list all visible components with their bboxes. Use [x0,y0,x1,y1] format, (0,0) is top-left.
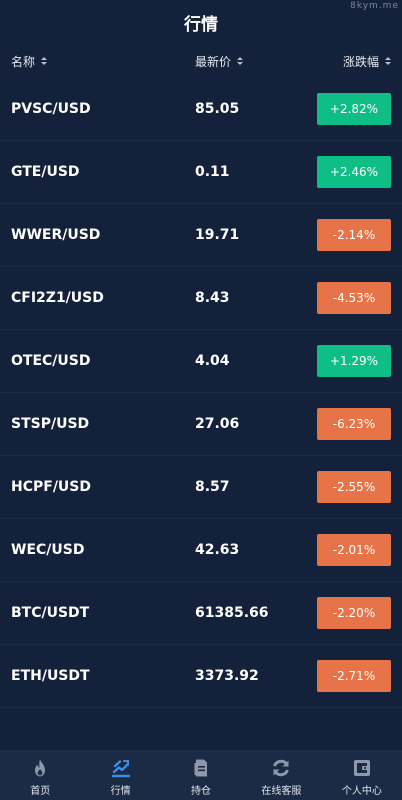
column-change-label: 涨跌幅 [342,54,379,69]
last-price: 0.11 [195,164,230,180]
tab-support[interactable]: 在线客服 [241,750,321,800]
symbol: OTEC/USD [11,353,91,369]
symbol: GTE/USD [11,164,80,180]
page-title: 行情 [184,14,218,35]
sort-icon [237,57,244,65]
last-price: 4.04 [195,353,230,369]
column-name-label: 名称 [11,54,36,69]
last-price: 8.57 [195,479,230,495]
document-icon [191,758,211,778]
last-price: 8.43 [195,290,230,306]
last-price: 27.06 [195,416,240,432]
market-row[interactable]: ETH/USDT 3373.92 -2.71% [0,645,402,708]
last-price: 85.05 [195,101,240,117]
change-badge: -2.71% [317,660,391,692]
column-price-label: 最新价 [195,54,232,69]
watermark: 8kym.me [350,1,399,11]
tab-label: 持仓 [191,786,212,797]
refresh-icon [271,758,291,778]
tab-home[interactable]: 首页 [0,750,80,800]
change-badge: -6.23% [317,408,391,440]
column-header: 名称 最新价 涨跌幅 [0,44,402,78]
tab-positions[interactable]: 持仓 [161,750,241,800]
last-price: 19.71 [195,227,240,243]
symbol: CFI2Z1/USD [11,290,104,306]
page-header: 行情 [0,0,402,44]
change-badge: +2.82% [317,93,391,125]
symbol: WEC/USD [11,542,85,558]
tab-market[interactable]: 行情 [80,750,160,800]
market-row[interactable]: WWER/USD 19.71 -2.14% [0,204,402,267]
tab-label: 首页 [30,786,51,797]
market-row[interactable]: HCPF/USD 8.57 -2.55% [0,456,402,519]
sort-by-change[interactable]: 涨跌幅 [305,53,391,70]
sort-icon [385,57,391,65]
symbol: STSP/USD [11,416,90,432]
change-badge: -2.20% [317,597,391,629]
market-row[interactable]: PVSC/USD 85.05 +2.82% [0,78,402,141]
last-price: 42.63 [195,542,240,558]
market-row[interactable]: STSP/USD 27.06 -6.23% [0,393,402,456]
sort-by-name[interactable]: 名称 [11,53,195,70]
change-badge: +1.29% [317,345,391,377]
symbol: BTC/USDT [11,605,90,621]
sort-icon [41,57,48,65]
change-badge: -2.55% [317,471,391,503]
market-list: PVSC/USD 85.05 +2.82% GTE/USD 0.11 +2.46… [0,78,402,708]
fire-icon [30,758,50,778]
last-price: 61385.66 [195,605,269,621]
tab-label: 个人中心 [341,786,382,797]
last-price: 3373.92 [195,668,259,684]
tab-profile[interactable]: 个人中心 [322,750,402,800]
symbol: PVSC/USD [11,101,91,117]
tab-label: 行情 [110,786,131,797]
market-row[interactable]: WEC/USD 42.63 -2.01% [0,519,402,582]
change-badge: -2.01% [317,534,391,566]
change-badge: +2.46% [317,156,391,188]
symbol: ETH/USDT [11,668,90,684]
change-badge: -2.14% [317,219,391,251]
market-row[interactable]: BTC/USDT 61385.66 -2.20% [0,582,402,645]
sort-by-price[interactable]: 最新价 [195,53,305,70]
market-chart-icon [111,758,131,778]
market-row[interactable]: OTEC/USD 4.04 +1.29% [0,330,402,393]
market-row[interactable]: CFI2Z1/USD 8.43 -4.53% [0,267,402,330]
bottom-tab-bar: 首页 行情 持仓 在线客服 个人中心 [0,750,402,800]
symbol: HCPF/USD [11,479,92,495]
change-badge: -4.53% [317,282,391,314]
tab-label: 在线客服 [261,786,302,797]
market-row[interactable]: GTE/USD 0.11 +2.46% [0,141,402,204]
symbol: WWER/USD [11,227,101,243]
wallet-icon [352,758,372,778]
